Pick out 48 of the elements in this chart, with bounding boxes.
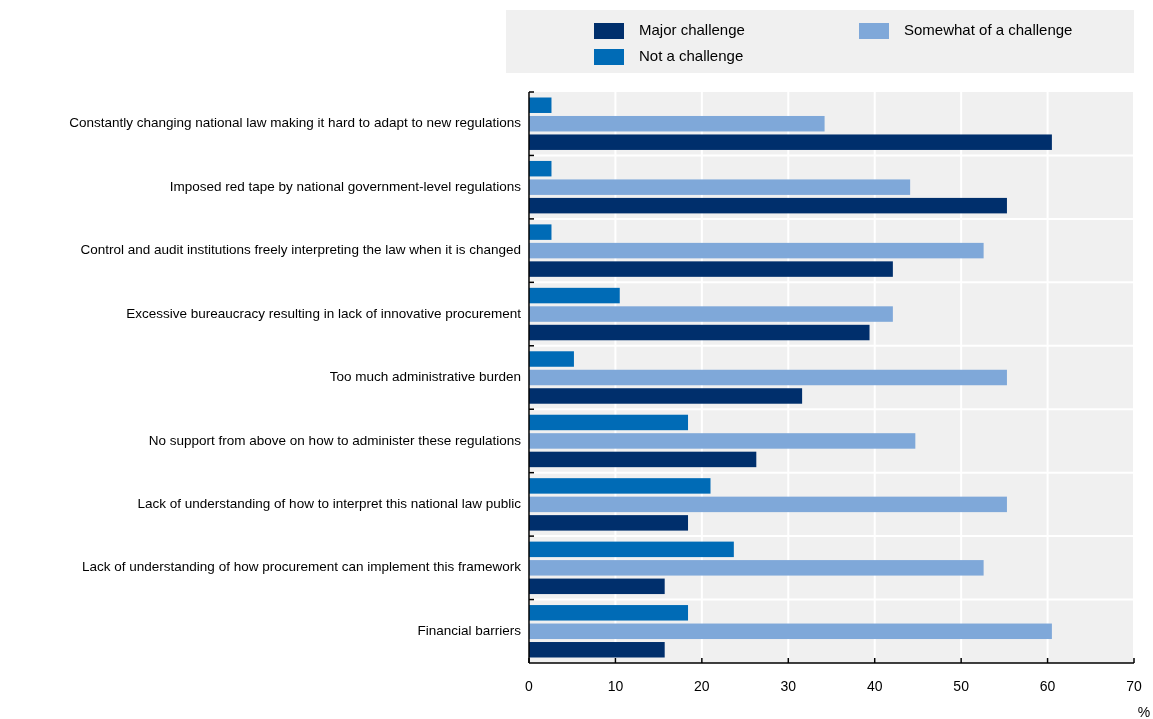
y-tick-label: Control and audit institutions freely interpreting the law when it is changed [80, 242, 521, 258]
bar [529, 224, 552, 240]
bar [529, 388, 803, 404]
x-axis-title: % [1137, 704, 1151, 719]
bar [529, 560, 984, 576]
bar [529, 642, 665, 658]
y-tick-label: Constantly changing national law making it hard to adapt to new regulations [69, 115, 522, 131]
bar [529, 478, 711, 494]
bar [529, 623, 1052, 640]
y-tick-label: Lack of understanding of how to interpret this national law public [137, 495, 522, 511]
bar [529, 496, 1007, 513]
bar [529, 605, 689, 621]
x-tick-label: 40 [866, 678, 883, 694]
bar [529, 160, 552, 177]
bar [529, 324, 870, 341]
legend-label: Not a challenge [639, 46, 744, 64]
y-tick-label: Too much administrative burden [329, 369, 521, 385]
bar [529, 541, 734, 558]
bar [529, 179, 911, 195]
bar [529, 433, 916, 449]
y-tick-label: Excessive bureaucracy resulting in lack of innovative procurement [126, 305, 522, 321]
bar [529, 134, 1052, 150]
y-tick-label: Imposed red tape by national government-level regulations [169, 178, 522, 194]
y-tick-label: No support from above on how to administer these regulations [148, 432, 522, 448]
legend-label: Somewhat of a challenge [904, 20, 1073, 38]
bar [529, 261, 893, 277]
bar [529, 451, 757, 468]
bar [529, 414, 689, 431]
legend-label: Major challenge [639, 20, 745, 38]
bar [529, 351, 574, 367]
x-tick-label: 70 [1126, 678, 1142, 694]
y-tick-label: Financial barriers [417, 622, 522, 638]
y-tick-label: Lack of understanding of how procurement can implement this framework [82, 559, 522, 575]
bar [529, 306, 893, 322]
bar [529, 115, 825, 132]
bar [529, 287, 620, 304]
x-tick-label: 50 [953, 678, 970, 694]
bar [529, 578, 665, 595]
x-tick-label: 0 [525, 678, 534, 694]
x-tick-label: 20 [694, 678, 710, 694]
x-tick-label: 60 [1039, 678, 1056, 694]
x-tick-label: 30 [780, 678, 797, 694]
bar [529, 369, 1007, 386]
bar [529, 515, 689, 531]
bar [529, 97, 552, 113]
bar [529, 197, 1007, 214]
x-tick-label: 10 [607, 678, 624, 694]
bar [529, 242, 984, 259]
